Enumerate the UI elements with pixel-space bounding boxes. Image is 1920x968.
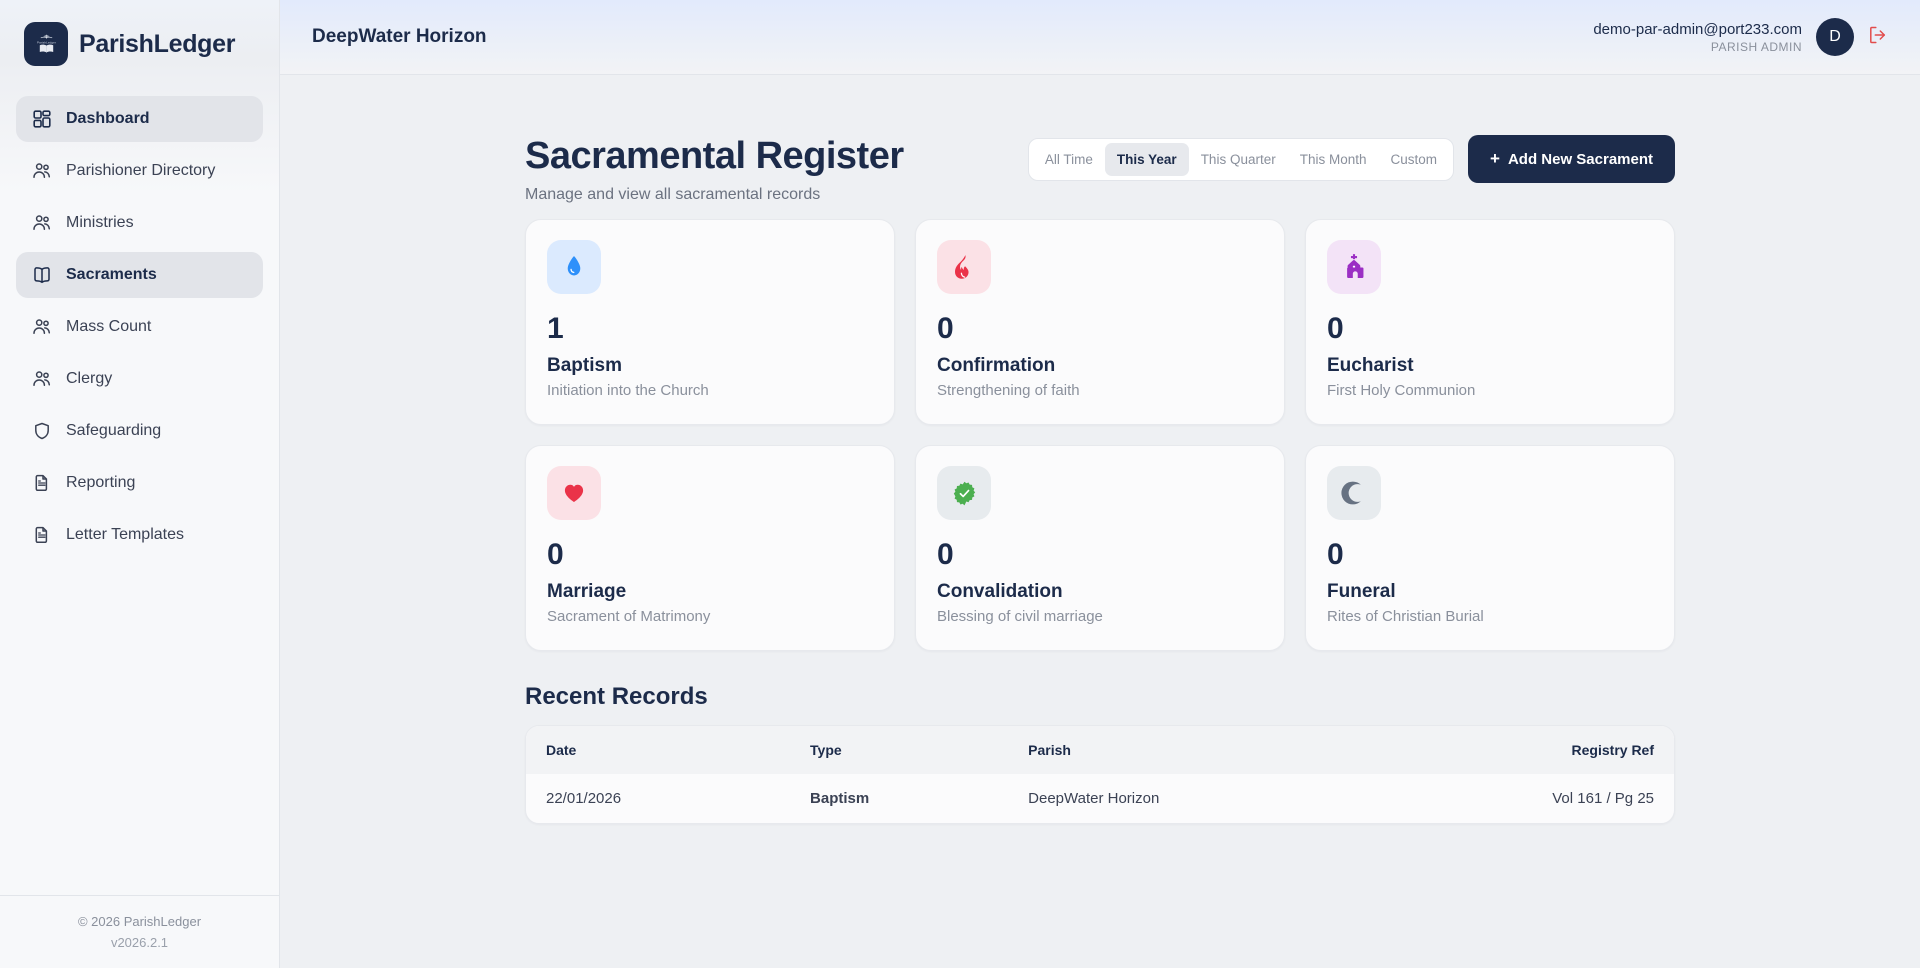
svg-text:ParishLedger: ParishLedger — [36, 40, 55, 44]
